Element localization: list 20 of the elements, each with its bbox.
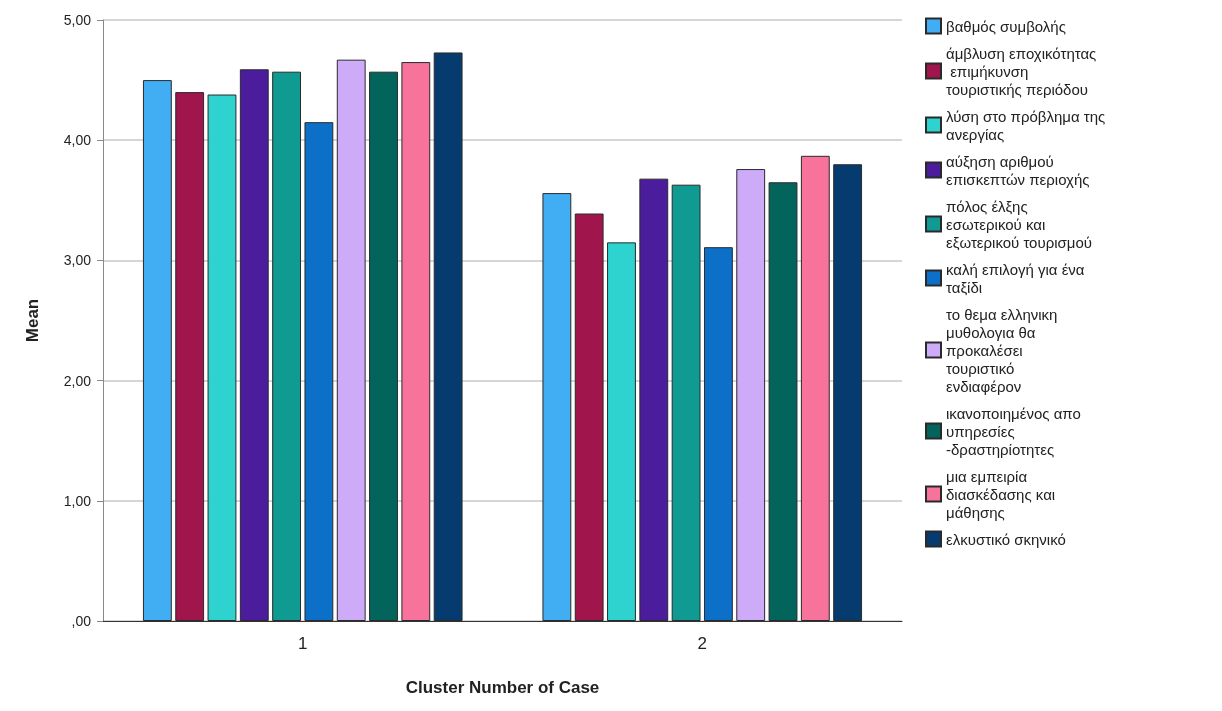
- legend-label: βαθμός συμβολής: [946, 17, 1066, 35]
- legend-label: αύξηση αριθμού επισκεπτών περιοχής: [946, 152, 1090, 188]
- y-tick-label: ,00: [71, 613, 92, 629]
- legend-label: ελκυστικό σκηνικό: [946, 530, 1066, 548]
- legend-label: το θεμα ελληνικη μυθολογια θα προκαλέσει τουριστικό ενδιαφέρον: [946, 305, 1062, 395]
- x-tick-label: 2: [697, 634, 707, 653]
- legend-label: λύση στο πρόβλημα της ανεργίας: [946, 107, 1110, 143]
- y-tick-label: 5,00: [63, 12, 92, 28]
- legend-label: ικανοποιημένος απο υπηρεσίες -δραστηρίοτητες: [946, 404, 1085, 458]
- legend-label: μια εμπειρία διασκέδασης και μάθησης: [946, 467, 1060, 521]
- legend-label: πόλος έλξης εσωτερικού και εξωτερικού τουρισμού: [946, 197, 1092, 251]
- y-tick-label: 1,00: [63, 492, 92, 509]
- x-tick-label: 1: [298, 634, 308, 653]
- legend-label: καλή επιλογή για ένα ταξίδι: [946, 260, 1089, 296]
- x-axis-title: Cluster Number of Case: [405, 678, 600, 697]
- y-tick-label: 2,00: [63, 372, 92, 389]
- legend-label: άμβλυση εποχικότητας επιμήκυνση τουριστικής περιόδου: [946, 44, 1097, 98]
- y-tick-label: 4,00: [63, 132, 92, 149]
- y-axis-title: Mean: [23, 298, 42, 343]
- y-tick-label: 3,00: [63, 252, 92, 269]
